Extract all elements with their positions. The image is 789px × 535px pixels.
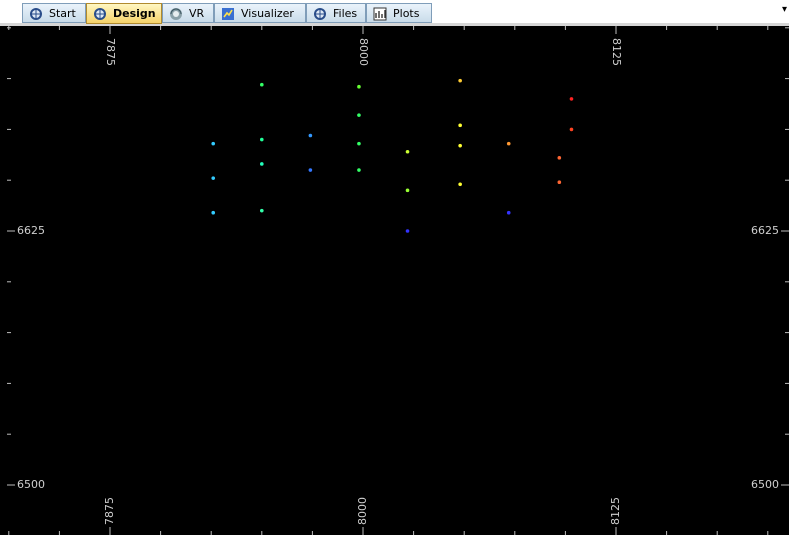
tab-visualizer[interactable]: Visualizer xyxy=(214,3,306,23)
y-tick-label-left: 6500 xyxy=(17,478,45,491)
data-point xyxy=(260,83,264,87)
data-points xyxy=(211,79,573,233)
tab-plots[interactable]: Plots xyxy=(366,3,432,23)
data-point xyxy=(406,229,410,233)
tab-files[interactable]: Files xyxy=(306,3,366,23)
data-point xyxy=(558,156,562,160)
visualizer-icon xyxy=(221,7,235,21)
x-tick-label-top: 7875 xyxy=(104,38,117,66)
data-point xyxy=(260,162,264,166)
globe-icon xyxy=(93,7,107,21)
data-point xyxy=(458,182,462,186)
data-point xyxy=(357,85,361,89)
data-point xyxy=(558,180,562,184)
tab-menu-arrow[interactable]: ▾ xyxy=(782,4,787,15)
tab-label: Files xyxy=(333,4,357,24)
axis-ticks xyxy=(7,26,789,535)
data-point xyxy=(458,79,462,83)
data-point xyxy=(570,128,574,132)
tab-label: Plots xyxy=(393,4,419,24)
tab-label: Visualizer xyxy=(241,4,294,24)
data-point xyxy=(458,144,462,148)
data-point xyxy=(357,113,361,117)
data-point xyxy=(309,168,313,172)
data-point xyxy=(507,142,511,146)
data-point xyxy=(211,176,215,180)
x-tick-label-bottom: 8000 xyxy=(356,497,369,525)
tab-design[interactable]: Design xyxy=(86,3,162,24)
y-tick-label-right: 6500 xyxy=(751,478,779,491)
x-tick-label-top: 8125 xyxy=(610,38,623,66)
data-point xyxy=(357,168,361,172)
data-point xyxy=(570,97,574,101)
data-point xyxy=(211,142,215,146)
plots-icon xyxy=(373,7,387,21)
data-point xyxy=(406,150,410,154)
data-point xyxy=(458,124,462,128)
vr-icon xyxy=(169,7,183,21)
y-tick-label-left: 6625 xyxy=(17,224,45,237)
data-point xyxy=(211,211,215,215)
tab-label: VR xyxy=(189,4,204,24)
scatter-plot: 7875 7875 8000 8000 8125 8125 6625 6625 6500 6500 xyxy=(7,26,789,535)
tab-label: Design xyxy=(113,4,156,24)
data-point xyxy=(406,189,410,193)
x-tick-label-bottom: 7875 xyxy=(103,497,116,525)
tab-start[interactable]: Start xyxy=(22,3,86,23)
tab-vr[interactable]: VR xyxy=(162,3,214,23)
globe-icon xyxy=(29,7,43,21)
axis-labels: 7875 7875 8000 8000 8125 8125 6625 6625 6500 6500 xyxy=(17,38,779,525)
data-point xyxy=(260,209,264,213)
data-point xyxy=(309,134,313,138)
y-tick-label-right: 6625 xyxy=(751,224,779,237)
data-point xyxy=(260,138,264,142)
globe-icon xyxy=(313,7,327,21)
data-point xyxy=(357,142,361,146)
x-tick-label-bottom: 8125 xyxy=(609,497,622,525)
tab-label: Start xyxy=(49,4,76,24)
data-point xyxy=(507,211,511,215)
x-tick-label-top: 8000 xyxy=(357,38,370,66)
